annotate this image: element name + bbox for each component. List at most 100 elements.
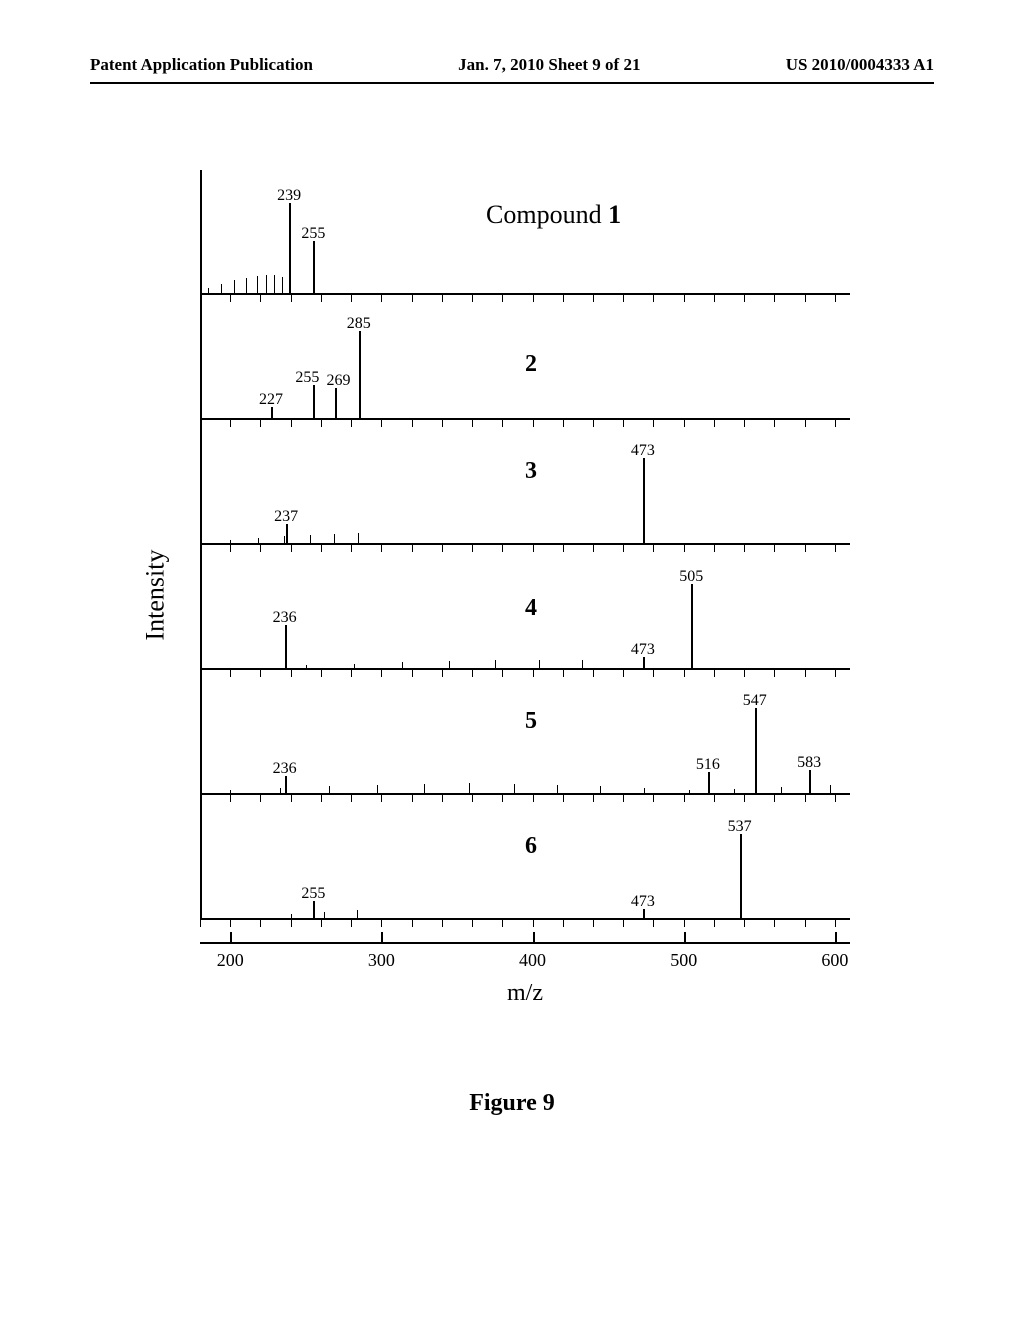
spectrum-panel-3: 4732373 (200, 420, 850, 545)
header-rule (90, 82, 934, 84)
panel-minor-tick (805, 920, 806, 927)
x-axis-tick-label: 300 (368, 950, 395, 971)
spectrum-panel-4: 5052364734 (200, 545, 850, 670)
panel-minor-tick (230, 920, 231, 927)
noise-peak (354, 664, 355, 668)
noise-peak (246, 278, 247, 293)
peak-bar (643, 458, 645, 544)
panel-y-axis (200, 545, 202, 670)
panel-minor-tick (442, 920, 443, 927)
peak-bar (313, 901, 315, 918)
noise-peak (358, 533, 359, 543)
peak-label: 227 (259, 391, 283, 409)
noise-peak (324, 912, 325, 918)
x-axis-tick (230, 932, 232, 944)
panel-minor-tick (653, 920, 654, 927)
panel-minor-tick (200, 920, 201, 927)
peak-label: 473 (631, 893, 655, 911)
page-header: Patent Application Publication Jan. 7, 2… (0, 55, 1024, 75)
noise-peak (282, 277, 283, 293)
panel-y-axis (200, 170, 202, 295)
peak-bar (708, 772, 710, 793)
peak-bar (691, 584, 693, 668)
peak-label: 255 (301, 885, 325, 903)
peak-bar (285, 625, 287, 668)
panel-x-axis (200, 918, 850, 920)
panel-y-axis (200, 420, 202, 545)
peak-label: 547 (743, 692, 767, 710)
panel-y-axis (200, 295, 202, 420)
noise-peak (830, 785, 831, 793)
noise-peak (539, 660, 540, 668)
panel-minor-tick (351, 920, 352, 927)
peak-label: 285 (347, 315, 371, 333)
panel-minor-tick (472, 920, 473, 927)
peak-label: 505 (679, 568, 703, 586)
peak-label: 236 (273, 760, 297, 778)
peak-label: 239 (277, 187, 301, 205)
noise-peak (280, 788, 281, 793)
panel-minor-tick (623, 920, 624, 927)
noise-peak (644, 788, 645, 793)
noise-peak (689, 790, 690, 793)
noise-peak (402, 662, 403, 668)
noise-peak (557, 785, 558, 794)
x-axis-line (200, 942, 850, 944)
noise-peak (334, 534, 335, 543)
panel-minor-tick (774, 920, 775, 927)
peak-bar (335, 388, 337, 418)
peak-label: 236 (273, 609, 297, 627)
spectrum-panel-2: 285 255 269 227 2 (200, 295, 850, 420)
noise-peak (329, 786, 330, 793)
panel-minor-tick (291, 920, 292, 927)
panel-minor-tick (835, 920, 836, 927)
x-axis: 200300400500600 (200, 942, 850, 982)
peak-label: 237 (274, 508, 298, 526)
noise-peak (449, 661, 450, 668)
peak-label: 269 (327, 372, 351, 390)
noise-peak (310, 535, 311, 543)
header-right: US 2010/0004333 A1 (786, 55, 934, 75)
noise-peak (469, 783, 470, 793)
peak-bar (313, 241, 315, 293)
peak-label: 516 (696, 756, 720, 774)
panel-y-axis (200, 795, 202, 920)
peak-label: 255 (301, 225, 325, 243)
x-axis-tick-label: 500 (670, 950, 697, 971)
noise-peak (781, 787, 782, 793)
panel-minor-tick (563, 920, 564, 927)
noise-peak (424, 784, 425, 793)
peak-bar (740, 834, 742, 918)
peak-bar (809, 770, 811, 793)
spectrum-panel-5: 5475165832365 (200, 670, 850, 795)
noise-peak (230, 790, 231, 793)
peak-label: 537 (728, 818, 752, 836)
noise-peak (377, 785, 378, 793)
panel-title: 2 (525, 351, 537, 378)
spectrum-panel-1: 239255Compound 1 (200, 170, 850, 295)
peak-label: 255 (295, 369, 319, 387)
panel-title: 3 (525, 458, 537, 485)
x-axis-tick-label: 400 (519, 950, 546, 971)
noise-peak (258, 538, 259, 543)
y-axis-label: Intensity (141, 550, 171, 641)
panel-minor-tick (260, 920, 261, 927)
x-axis-label: m/z (507, 980, 543, 1007)
spectra-panels: 239255Compound 1285255269227247323735052… (200, 170, 850, 930)
panel-minor-tick (412, 920, 413, 927)
noise-peak (257, 276, 258, 293)
mass-spectra-figure: Intensity 239255Compound 128525526922724… (200, 170, 850, 1020)
noise-peak (600, 786, 601, 793)
panel-y-axis (200, 670, 202, 795)
x-axis-tick-label: 600 (821, 950, 848, 971)
noise-peak (291, 914, 292, 918)
panel-minor-tick (684, 920, 685, 927)
panel-minor-tick (593, 920, 594, 927)
noise-peak (274, 275, 275, 293)
panel-minor-tick (533, 920, 534, 927)
spectrum-panel-6: 5372554736 (200, 795, 850, 920)
peak-bar (285, 776, 287, 793)
panel-title: 5 (525, 708, 537, 735)
peak-bar (313, 385, 315, 418)
noise-peak (266, 275, 267, 293)
